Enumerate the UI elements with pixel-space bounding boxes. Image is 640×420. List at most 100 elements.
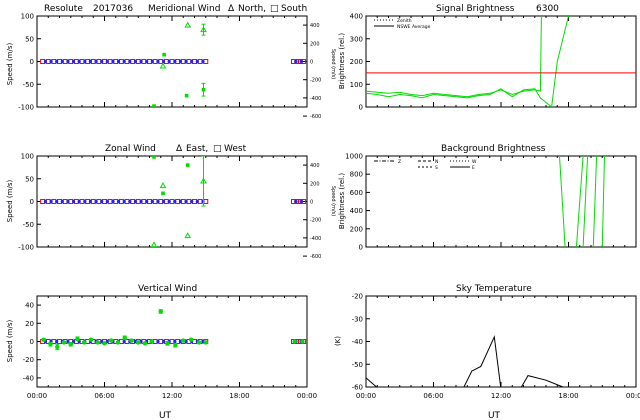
data-point xyxy=(122,199,126,204)
y-tick-label: -50 xyxy=(23,81,34,89)
x-axis-label: UT xyxy=(488,411,501,420)
y-axis-label: Speed (m/s) xyxy=(6,43,14,86)
y2-tick-label: 400 xyxy=(310,163,320,169)
data-point xyxy=(195,199,199,204)
data-point xyxy=(88,59,93,64)
data-point xyxy=(66,199,70,204)
data-point xyxy=(100,199,104,204)
y-tick-label: -20 xyxy=(352,293,363,301)
series-line-w xyxy=(601,156,605,247)
data-point xyxy=(145,59,149,64)
plot-frame xyxy=(36,155,308,248)
data-point xyxy=(190,199,194,204)
data-point xyxy=(142,341,148,346)
x-tick-label: 00:00 xyxy=(626,392,640,400)
x-tick-label: 00:00 xyxy=(356,392,376,400)
panel-title-background: Background Brightness xyxy=(441,144,546,154)
legend-north-label: North, xyxy=(238,4,266,14)
legend-w-label: W xyxy=(472,159,477,165)
x-tick-label: 06:00 xyxy=(94,392,114,400)
title-triangle-symbol: Δ xyxy=(176,144,183,154)
x-tick-label: 12:00 xyxy=(491,392,511,400)
y-tick-label: 0 xyxy=(359,244,363,252)
legend-zenith-label: Zenith xyxy=(397,18,412,24)
data-point xyxy=(122,339,126,344)
x-axis-label: UT xyxy=(159,411,172,420)
data-point xyxy=(156,339,160,344)
legend-south-label: South xyxy=(281,4,307,14)
data-point xyxy=(173,339,177,344)
data-point xyxy=(66,339,70,344)
data-point xyxy=(122,59,126,64)
data-point xyxy=(100,339,104,344)
y-tick-label: -100 xyxy=(18,244,34,252)
data-point xyxy=(184,232,192,239)
data-point xyxy=(184,199,188,204)
panel-title-meridional: Meridional Wind xyxy=(148,4,220,14)
data-point xyxy=(173,342,178,348)
data-point xyxy=(55,199,59,204)
y-tick-label: -40 xyxy=(352,338,363,346)
data-point xyxy=(94,59,98,64)
plot-frame xyxy=(36,295,308,388)
legend-e-label: E xyxy=(472,165,475,171)
y2-tick-label: 0 xyxy=(310,200,313,206)
data-point xyxy=(105,59,109,64)
y-tick-label: 1000 xyxy=(345,153,363,161)
data-point xyxy=(136,340,141,345)
data-point xyxy=(292,339,297,344)
data-point xyxy=(184,59,188,64)
y-tick-label: 200 xyxy=(350,58,363,66)
data-point xyxy=(299,59,303,64)
data-point xyxy=(49,59,53,64)
panel-title-sky: Sky Temperature xyxy=(456,284,532,294)
y-tick-label: -30 xyxy=(352,315,363,323)
plot-area xyxy=(366,16,636,107)
plot-area xyxy=(40,21,307,107)
data-point xyxy=(83,59,87,64)
data-point xyxy=(149,339,154,344)
y2-tick-label: -600 xyxy=(310,114,321,120)
data-point xyxy=(145,199,149,204)
y-tick-label: 300 xyxy=(350,35,363,43)
data-point xyxy=(167,59,171,64)
y-tick-label: 20 xyxy=(25,320,34,328)
data-point xyxy=(294,59,298,64)
data-point xyxy=(139,199,143,204)
legend-z-label: Z xyxy=(398,159,401,165)
data-point xyxy=(201,87,206,92)
plot-area xyxy=(40,156,307,247)
data-point xyxy=(128,59,132,64)
x-tick-label: 00:00 xyxy=(297,392,317,400)
title-triangle-symbol: Δ xyxy=(228,4,235,14)
panel-zonal-wind: Zonal Wind Δ East, □ West Speed (m/s) Sp… xyxy=(6,144,336,260)
series-line-e xyxy=(575,156,584,247)
y-axis-label: Brightness (rel.) xyxy=(338,33,346,89)
data-point xyxy=(161,339,166,344)
data-point xyxy=(109,338,114,343)
y-tick-label: 0 xyxy=(30,198,34,206)
data-point xyxy=(300,339,305,344)
legend: Z N S W E xyxy=(374,159,477,171)
x-tick-label: 18:00 xyxy=(558,392,578,400)
panel-signal-brightness: Signal Brightness 6300 Brightness (rel.)… xyxy=(338,4,637,112)
x-tick-label: 06:00 xyxy=(423,392,443,400)
y-tick-label: -20 xyxy=(23,356,34,364)
plot-area xyxy=(559,156,605,247)
y-tick-label: 0 xyxy=(30,58,34,66)
y2-tick-label: -600 xyxy=(310,254,321,260)
data-point xyxy=(167,199,171,204)
data-point xyxy=(68,342,73,347)
y-tick-label: -40 xyxy=(23,374,34,382)
data-point xyxy=(102,341,107,346)
data-point xyxy=(129,338,134,343)
series-line-sky-temperature xyxy=(366,335,564,387)
data-point xyxy=(188,337,194,342)
plot-frame xyxy=(36,15,308,108)
data-point xyxy=(100,59,104,64)
data-point xyxy=(88,337,94,342)
data-point xyxy=(294,199,298,204)
plot-area xyxy=(366,335,564,387)
data-point xyxy=(159,62,167,69)
data-point xyxy=(122,335,127,341)
